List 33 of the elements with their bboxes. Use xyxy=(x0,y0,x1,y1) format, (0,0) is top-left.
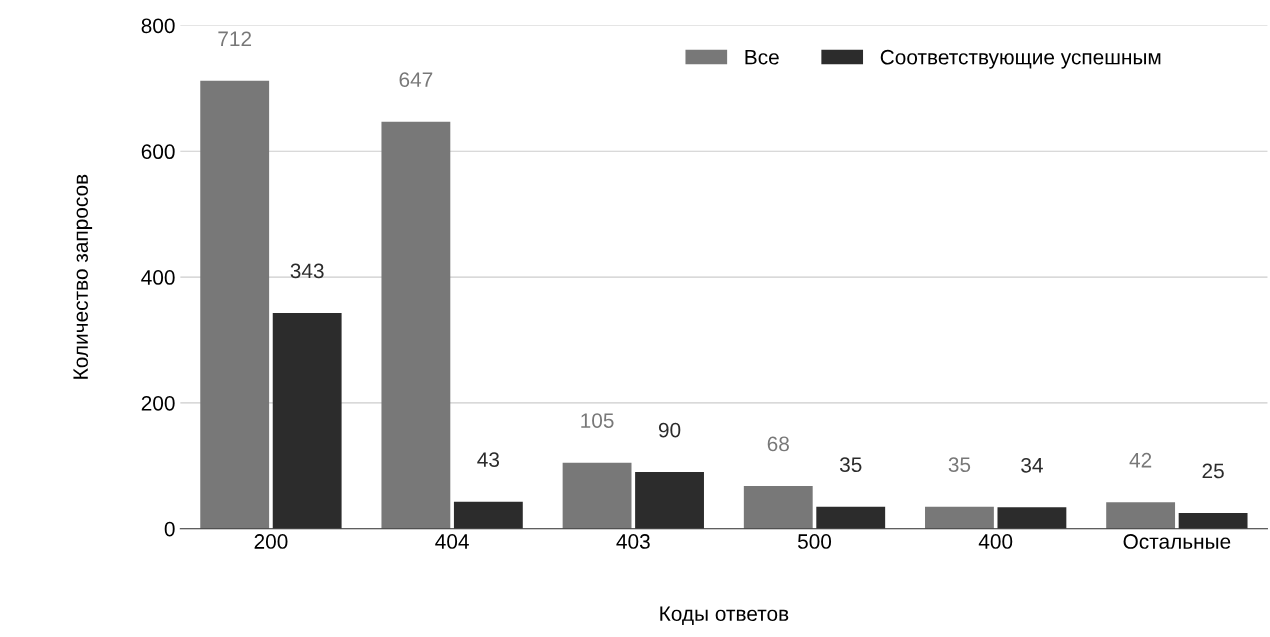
y-tick-label: 600 xyxy=(141,144,175,160)
data-label: 34 xyxy=(1021,457,1043,473)
data-label: 25 xyxy=(1202,463,1224,479)
y-axis-title: Количество запросов xyxy=(73,174,93,379)
data-label: 35 xyxy=(839,457,862,473)
bar xyxy=(743,485,813,529)
data-label: 712 xyxy=(218,31,252,46)
y-tick-label: 200 xyxy=(141,395,175,411)
x-tick-label: 404 xyxy=(435,534,469,549)
data-label: 43 xyxy=(477,452,500,467)
x-tick-label: Остальные xyxy=(1123,534,1231,549)
data-label: 68 xyxy=(767,436,789,452)
data-label: 647 xyxy=(399,72,433,88)
bar xyxy=(925,506,994,529)
legend-label: Все xyxy=(745,50,779,65)
x-tick-label: 200 xyxy=(254,534,288,549)
y-tick-label: 800 xyxy=(141,18,175,34)
bar xyxy=(562,462,632,529)
y-tick-label: 0 xyxy=(164,521,175,537)
data-label: 35 xyxy=(948,457,971,473)
x-tick-label: 500 xyxy=(797,534,832,549)
x-axis-title: Коды ответов xyxy=(660,606,789,626)
data-label: 90 xyxy=(658,422,681,438)
x-tick-label: 403 xyxy=(616,534,650,549)
data-label: 343 xyxy=(290,263,324,279)
bar xyxy=(381,121,451,529)
x-tick-label: 400 xyxy=(978,534,1013,549)
legend-label: Соответствующие успешным xyxy=(880,49,1161,69)
data-label: 42 xyxy=(1129,452,1152,468)
data-label: 105 xyxy=(581,413,614,428)
bar xyxy=(1106,502,1176,529)
y-tick-label: 400 xyxy=(141,270,175,285)
bar xyxy=(200,80,270,529)
